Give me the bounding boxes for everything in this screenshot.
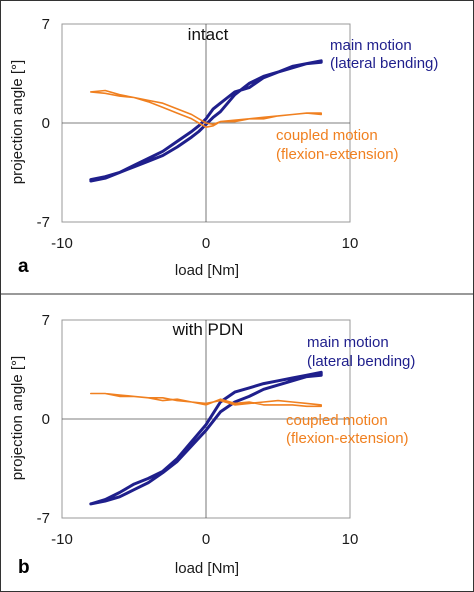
x-tick-label: -10: [51, 531, 73, 548]
y-axis-label: projection angle [°]: [9, 60, 26, 184]
panel-letter: b: [18, 557, 30, 578]
panel-title: with PDN: [172, 320, 244, 339]
x-tick-label: 0: [202, 531, 210, 548]
annotation-coupled-motion: coupled motion (flexion-extension): [276, 127, 399, 163]
series-main-motion-line: [89, 370, 323, 506]
plot-area: [61, 319, 351, 519]
x-tick-label: -10: [51, 235, 73, 252]
series-coupled-motion-line: [90, 89, 323, 128]
y-axis-label: projection angle [°]: [9, 356, 26, 480]
annotation-main-motion-line2: (lateral bending): [330, 55, 438, 72]
y-tick-label: 7: [42, 312, 50, 329]
annotation-coupled-motion-line1: coupled motion: [286, 412, 388, 429]
y-tick-label: 7: [42, 16, 50, 33]
x-axis-label: load [Nm]: [175, 560, 239, 577]
y-tick-label: -7: [37, 510, 50, 527]
annotation-main-motion-line2: (lateral bending): [307, 353, 415, 370]
series-main-motion-line: [89, 59, 323, 183]
x-tick-label: 10: [342, 531, 359, 548]
panel-a: intact a load [Nm] projection angle [°] …: [9, 16, 438, 279]
annotation-coupled-motion-line2: (flexion-extension): [286, 430, 409, 447]
y-tick-label: 0: [42, 411, 50, 428]
panel-b: with PDN b load [Nm] projection angle [°…: [9, 312, 415, 578]
x-tick-label: 10: [342, 235, 359, 252]
tick-labels: -10 0 10 7 0 -7: [37, 16, 359, 252]
panel-letter: a: [18, 256, 29, 277]
annotation-coupled-motion-line1: coupled motion: [276, 127, 378, 144]
y-tick-label: -7: [37, 214, 50, 231]
annotation-coupled-motion: coupled motion (flexion-extension): [286, 412, 409, 447]
annotation-coupled-motion-line2: (flexion-extension): [276, 146, 399, 163]
x-axis-label: load [Nm]: [175, 262, 239, 279]
annotation-main-motion: main motion (lateral bending): [307, 334, 415, 370]
y-tick-label: 0: [42, 115, 50, 132]
annotation-main-motion-line1: main motion: [330, 37, 412, 54]
plot-area: [61, 23, 351, 223]
panel-title: intact: [188, 25, 229, 44]
series-coupled-motion-line: [90, 392, 323, 408]
annotation-main-motion: main motion (lateral bending): [330, 37, 438, 72]
annotation-main-motion-line1: main motion: [307, 334, 389, 351]
x-tick-label: 0: [202, 235, 210, 252]
tick-labels: -10 0 10 7 0 -7: [37, 312, 359, 548]
